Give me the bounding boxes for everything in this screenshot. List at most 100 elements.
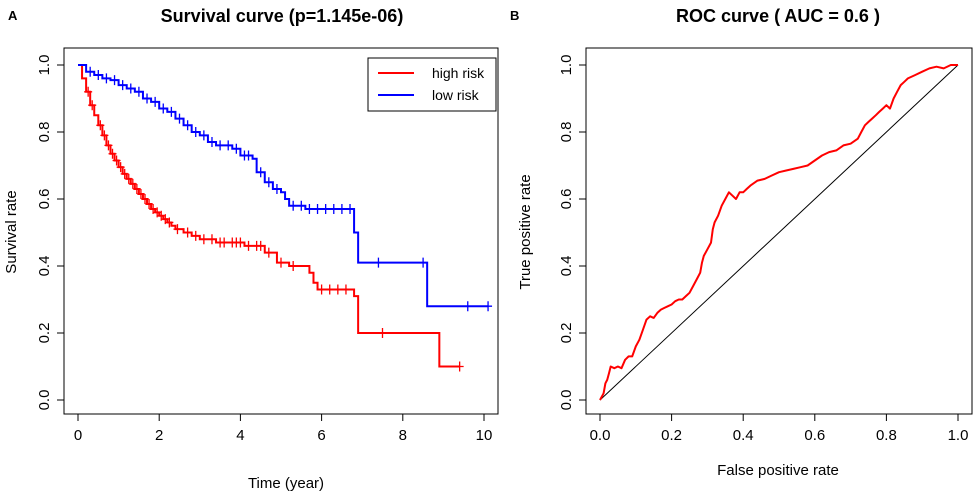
roc-x-tick-label: 0.4	[733, 427, 754, 444]
survival-x-tick-label: 10	[476, 427, 493, 444]
survival-x-tick-label: 8	[399, 427, 407, 444]
censor-mark-low-risk	[167, 106, 176, 117]
censor-mark-high-risk	[236, 237, 245, 248]
censor-mark-high-risk	[183, 227, 192, 238]
censor-mark-low-risk	[305, 204, 314, 215]
censor-mark-high-risk	[84, 86, 93, 97]
censor-mark-low-risk	[151, 96, 160, 107]
censor-mark-high-risk	[220, 237, 229, 248]
censor-mark-low-risk	[86, 66, 95, 77]
roc-y-tick-label: 0.2	[558, 323, 575, 344]
censor-mark-high-risk	[325, 284, 334, 295]
survival-y-tick-label: 1.0	[36, 55, 53, 76]
censor-mark-low-risk	[216, 140, 225, 151]
censor-mark-low-risk	[313, 204, 322, 215]
censor-mark-low-risk	[183, 120, 192, 131]
censor-mark-high-risk	[191, 230, 200, 241]
censor-mark-high-risk	[333, 284, 342, 295]
censor-mark-low-risk	[143, 93, 152, 104]
survival-y-tick-label: 0.8	[36, 122, 53, 143]
censor-mark-high-risk	[455, 361, 464, 372]
censor-mark-high-risk	[145, 199, 154, 210]
panel-label-b: B	[510, 8, 519, 23]
censor-mark-low-risk	[272, 183, 281, 194]
roc-x-label: False positive rate	[717, 462, 839, 479]
censor-mark-high-risk	[100, 130, 109, 141]
censor-mark-high-risk	[165, 217, 174, 228]
censor-mark-high-risk	[136, 188, 145, 199]
roc-y-tick-label: 1.0	[558, 55, 575, 76]
panel-label-a: A	[8, 8, 18, 23]
censor-mark-low-risk	[232, 143, 241, 154]
survival-x-tick-label: 0	[74, 427, 82, 444]
censor-mark-high-risk	[199, 234, 208, 245]
censor-mark-low-risk	[374, 257, 383, 268]
censor-mark-low-risk	[484, 301, 493, 312]
censor-mark-low-risk	[329, 204, 338, 215]
censor-mark-high-risk	[173, 224, 182, 235]
censor-mark-low-risk	[244, 150, 253, 161]
censor-mark-high-risk	[264, 247, 273, 258]
censor-mark-high-risk	[112, 155, 121, 166]
roc-diagonal	[599, 64, 959, 401]
censor-mark-low-risk	[207, 137, 216, 148]
censor-mark-low-risk	[321, 204, 330, 215]
censor-mark-high-risk	[157, 210, 166, 221]
censor-mark-low-risk	[159, 103, 168, 114]
survival-x-tick-label: 6	[317, 427, 325, 444]
roc-title: ROC curve ( AUC = 0.6 )	[676, 6, 880, 26]
censor-mark-low-risk	[224, 140, 233, 151]
roc-y-tick-label: 0.4	[558, 256, 575, 277]
legend-label-low-risk: low risk	[432, 87, 480, 103]
censor-mark-high-risk	[128, 178, 137, 189]
roc-x-tick-label: 0.0	[590, 427, 611, 444]
censor-mark-high-risk	[88, 100, 97, 111]
roc-y-tick-label: 0.6	[558, 189, 575, 210]
survival-y-tick-label: 0.4	[36, 256, 53, 277]
survival-y-label: Survival rate	[3, 190, 20, 273]
censor-mark-low-risk	[346, 204, 355, 215]
censor-mark-low-risk	[134, 86, 143, 97]
roc-curve	[599, 64, 958, 401]
survival-title: Survival curve (p=1.145e-06)	[161, 6, 404, 26]
censor-mark-high-risk	[378, 328, 387, 338]
roc-y-tick-label: 0.0	[558, 390, 575, 411]
survival-x-tick-label: 2	[155, 427, 163, 444]
censor-mark-high-risk	[341, 284, 350, 295]
roc-x-tick-label: 0.8	[876, 427, 897, 444]
censor-mark-low-risk	[126, 83, 135, 94]
censor-mark-low-risk	[175, 113, 184, 124]
censor-mark-high-risk	[124, 173, 133, 184]
roc-y-label: True positive rate	[517, 174, 534, 289]
censor-mark-high-risk	[256, 240, 265, 251]
censor-mark-high-risk	[108, 148, 117, 159]
censor-mark-low-risk	[463, 301, 472, 312]
censor-mark-high-risk	[140, 194, 149, 204]
censor-mark-low-risk	[256, 167, 265, 178]
censor-mark-high-risk	[104, 140, 113, 151]
survival-x-label: Time (year)	[248, 475, 324, 492]
legend-label-high-risk: high risk	[432, 65, 485, 81]
survival-legend	[367, 57, 497, 112]
censor-mark-low-risk	[110, 75, 119, 86]
survival-y-tick-label: 0.2	[36, 323, 53, 344]
roc-x-tick-label: 0.6	[804, 427, 825, 444]
censor-mark-low-risk	[199, 130, 208, 141]
censor-mark-high-risk	[161, 214, 170, 225]
censor-mark-low-risk	[297, 200, 306, 211]
censor-mark-high-risk	[244, 240, 253, 251]
censor-mark-low-risk	[264, 177, 273, 188]
roc-x-tick-label: 1.0	[948, 427, 969, 444]
censor-mark-high-risk	[153, 207, 162, 218]
censor-mark-high-risk	[120, 168, 129, 179]
censor-mark-high-risk	[96, 120, 105, 131]
censor-mark-low-risk	[94, 70, 103, 81]
censor-mark-low-risk	[191, 127, 200, 137]
censor-mark-low-risk	[289, 200, 298, 211]
censor-mark-low-risk	[419, 257, 428, 268]
censor-mark-low-risk	[102, 73, 111, 84]
survival-y-tick-label: 0.6	[36, 189, 53, 210]
roc-y-tick-label: 0.8	[558, 122, 575, 143]
censor-mark-high-risk	[116, 162, 125, 173]
